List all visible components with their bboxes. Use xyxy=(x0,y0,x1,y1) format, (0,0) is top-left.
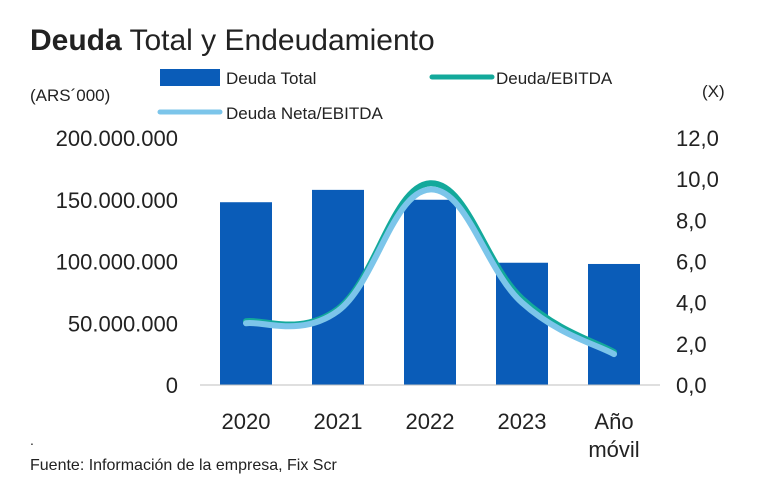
chart-title-bold: Deuda xyxy=(30,24,122,57)
category-label-line: 2021 xyxy=(314,409,363,434)
right-tick-label: 8,0 xyxy=(676,208,707,233)
category-label: 2020 xyxy=(222,409,271,434)
category-label: 2023 xyxy=(498,409,547,434)
left-tick-label: 150.000.000 xyxy=(56,188,178,213)
right-tick-label: 12,0 xyxy=(676,126,719,151)
bar xyxy=(588,263,640,385)
legend-swatch-bars xyxy=(160,69,220,86)
right-tick-label: 10,0 xyxy=(676,167,719,192)
source-note: Fuente: Información de la empresa, Fix S… xyxy=(30,457,337,474)
chart-title: Deuda Total y Endeudamiento xyxy=(30,24,435,57)
left-tick-label: 100.000.000 xyxy=(56,250,178,275)
category-label-line: 2022 xyxy=(406,409,455,434)
right-axis-unit: (X) xyxy=(702,82,725,101)
lines xyxy=(243,180,617,358)
category-label: Año móvil xyxy=(588,409,639,462)
category-label-line: 2020 xyxy=(222,409,271,434)
right-axis-ticks: 0,0 2,0 4,0 6,0 8,0 10,0 12,0 xyxy=(676,126,719,398)
footnote-dot: . xyxy=(30,432,34,448)
left-axis-unit: (ARS´000) xyxy=(30,86,110,105)
left-axis-ticks: 0 50.000.000 100.000.000 150.000.000 200.000… xyxy=(56,126,178,398)
left-tick-label: 0 xyxy=(166,373,178,398)
legend-label-bars: Deuda Total xyxy=(226,69,316,88)
chart-title-rest: Total y Endeudamiento xyxy=(122,24,435,57)
bar xyxy=(220,202,272,385)
bar xyxy=(404,199,456,385)
left-tick-label: 200.000.000 xyxy=(56,126,178,151)
series-line-1 xyxy=(243,186,617,358)
bars xyxy=(220,189,640,385)
legend-label-series-1: Deuda Neta/EBITDA xyxy=(226,104,384,123)
category-label: 2022 xyxy=(406,409,455,434)
category-label-line: 2023 xyxy=(498,409,547,434)
legend-label-series-0: Deuda/EBITDA xyxy=(496,69,613,88)
category-label: 2021 xyxy=(314,409,363,434)
category-label-line: Año xyxy=(594,409,633,434)
right-tick-label: 4,0 xyxy=(676,291,707,316)
right-tick-label: 2,0 xyxy=(676,332,707,357)
category-label-line: móvil xyxy=(588,437,639,462)
right-tick-label: 6,0 xyxy=(676,250,707,275)
left-tick-label: 50.000.000 xyxy=(68,311,178,336)
right-tick-label: 0,0 xyxy=(676,373,707,398)
category-labels: 2020 2021 2022 2023 Año móvil xyxy=(222,409,640,462)
